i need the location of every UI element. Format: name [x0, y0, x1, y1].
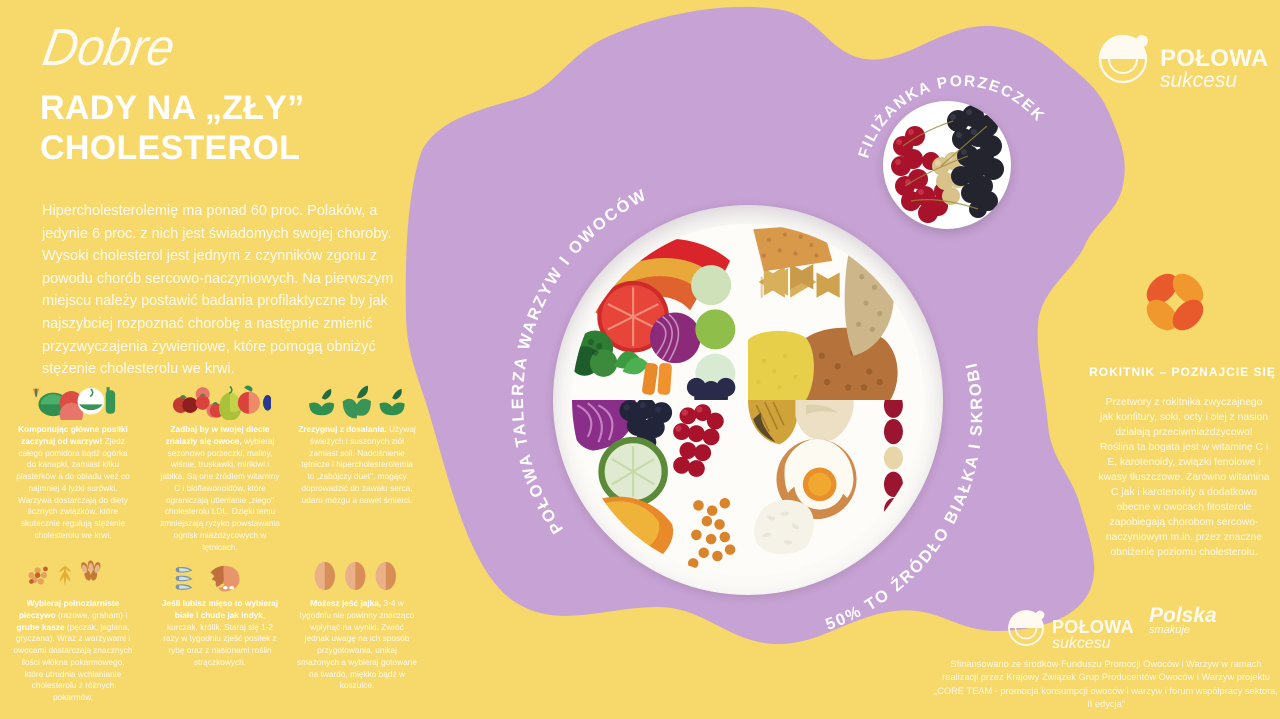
- svg-text:POŁOWA: POŁOWA: [1160, 45, 1268, 72]
- svg-text:sukcesu: sukcesu: [1052, 635, 1111, 652]
- svg-text:POŁOWA: POŁOWA: [1052, 617, 1134, 637]
- svg-text:sukcesu: sukcesu: [1160, 69, 1237, 92]
